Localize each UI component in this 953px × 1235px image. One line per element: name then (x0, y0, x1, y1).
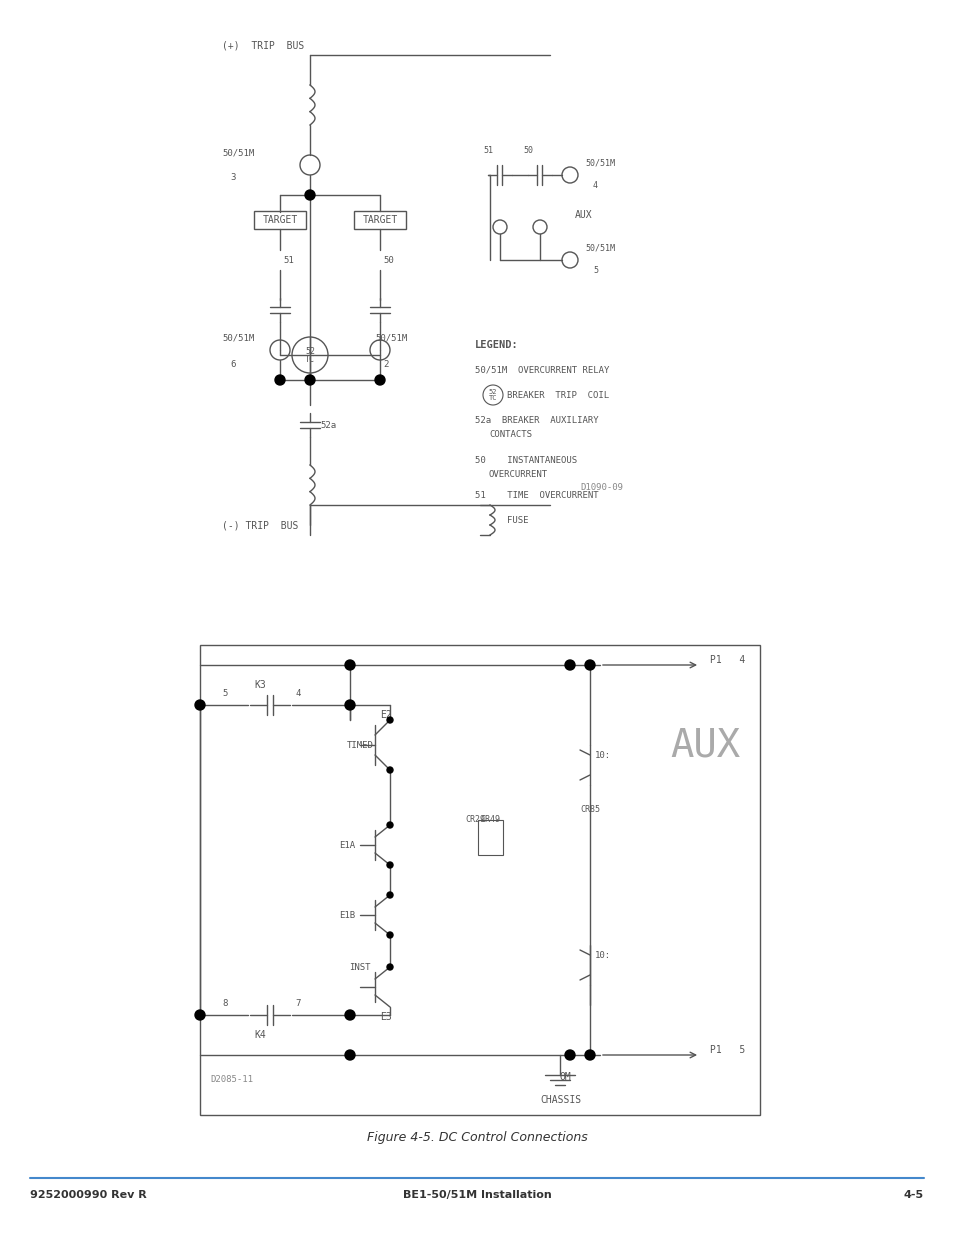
Text: BREAKER  TRIP  COIL: BREAKER TRIP COIL (506, 390, 608, 399)
Text: 4: 4 (295, 688, 300, 698)
Text: LEGEND:: LEGEND: (475, 340, 518, 350)
Text: Figure 4-5. DC Control Connections: Figure 4-5. DC Control Connections (366, 1130, 587, 1144)
Text: (+)  TRIP  BUS: (+) TRIP BUS (222, 40, 304, 49)
Circle shape (345, 1050, 355, 1060)
Circle shape (387, 767, 393, 773)
Text: TARGET: TARGET (262, 215, 297, 225)
Text: 8: 8 (222, 999, 228, 1008)
Circle shape (375, 375, 385, 385)
FancyBboxPatch shape (354, 211, 406, 228)
Text: 51    TIME  OVERCURRENT: 51 TIME OVERCURRENT (475, 490, 598, 499)
Text: CHASSIS: CHASSIS (539, 1095, 580, 1105)
Text: 52: 52 (305, 347, 314, 356)
Text: 50/51M: 50/51M (375, 333, 407, 342)
FancyBboxPatch shape (253, 211, 306, 228)
Circle shape (274, 375, 285, 385)
Text: 51: 51 (283, 256, 294, 264)
Text: 10:: 10: (595, 951, 611, 960)
Text: INST: INST (349, 962, 371, 972)
Text: TARGET: TARGET (362, 215, 397, 225)
Text: 50/51M: 50/51M (222, 148, 254, 157)
Text: FUSE: FUSE (506, 515, 528, 525)
Text: K3: K3 (253, 680, 266, 690)
Text: TIMED: TIMED (346, 741, 373, 750)
Text: CR29: CR29 (464, 815, 484, 825)
Bar (477, 820, 502, 855)
Circle shape (387, 892, 393, 898)
Text: D2085-11: D2085-11 (210, 1076, 253, 1084)
Text: BE1-50/51M Installation: BE1-50/51M Installation (402, 1191, 551, 1200)
Text: 50/51M: 50/51M (222, 333, 254, 342)
Text: 5: 5 (593, 266, 598, 275)
Text: K4: K4 (253, 1030, 266, 1040)
Text: CR49: CR49 (479, 815, 499, 825)
Circle shape (345, 659, 355, 671)
Circle shape (194, 1010, 205, 1020)
Circle shape (564, 1050, 575, 1060)
Text: 9252000990 Rev R: 9252000990 Rev R (30, 1191, 147, 1200)
Text: 6: 6 (230, 359, 235, 369)
Circle shape (305, 190, 314, 200)
Circle shape (345, 1010, 355, 1020)
Text: E3: E3 (379, 1011, 392, 1023)
Circle shape (305, 375, 314, 385)
Text: 10:: 10: (595, 751, 611, 760)
Circle shape (584, 659, 595, 671)
Bar (200, 645, 760, 1115)
Text: 50    INSTANTANEOUS: 50 INSTANTANEOUS (475, 456, 577, 464)
Text: 50: 50 (522, 146, 533, 156)
Text: TC: TC (488, 395, 497, 401)
Circle shape (387, 965, 393, 969)
Text: CONTACTS: CONTACTS (489, 430, 532, 438)
Text: 52: 52 (488, 389, 497, 395)
Circle shape (387, 718, 393, 722)
Text: E2: E2 (379, 710, 392, 720)
Circle shape (345, 700, 355, 710)
Text: 52a: 52a (319, 420, 335, 430)
Text: 50/51M: 50/51M (584, 158, 615, 167)
Text: TC: TC (305, 354, 314, 363)
Text: 3: 3 (230, 173, 235, 182)
Text: 7: 7 (295, 999, 300, 1008)
Text: E1B: E1B (338, 910, 355, 920)
Text: 50/51M  OVERCURRENT RELAY: 50/51M OVERCURRENT RELAY (475, 366, 609, 374)
Text: OVERCURRENT: OVERCURRENT (489, 469, 548, 478)
Text: E1A: E1A (338, 841, 355, 850)
Text: AUX: AUX (575, 210, 592, 220)
Circle shape (584, 1050, 595, 1060)
Text: 50: 50 (382, 256, 394, 264)
Circle shape (194, 700, 205, 710)
Text: AUX: AUX (669, 726, 740, 764)
Text: OM: OM (559, 1072, 571, 1082)
Text: 5: 5 (222, 688, 228, 698)
Text: 51: 51 (482, 146, 493, 156)
Text: (-) TRIP  BUS: (-) TRIP BUS (222, 520, 298, 530)
Text: D1090-09: D1090-09 (579, 483, 622, 492)
Circle shape (387, 862, 393, 868)
Text: 2: 2 (382, 359, 388, 369)
Text: 4-5: 4-5 (902, 1191, 923, 1200)
Text: 50/51M: 50/51M (584, 243, 615, 252)
Circle shape (387, 823, 393, 827)
Circle shape (387, 932, 393, 939)
Text: CR85: CR85 (579, 805, 599, 815)
Circle shape (564, 659, 575, 671)
Text: P1   5: P1 5 (709, 1045, 744, 1055)
Text: P1   4: P1 4 (709, 655, 744, 664)
Text: 52a  BREAKER  AUXILIARY: 52a BREAKER AUXILIARY (475, 415, 598, 425)
Text: 4: 4 (593, 182, 598, 190)
